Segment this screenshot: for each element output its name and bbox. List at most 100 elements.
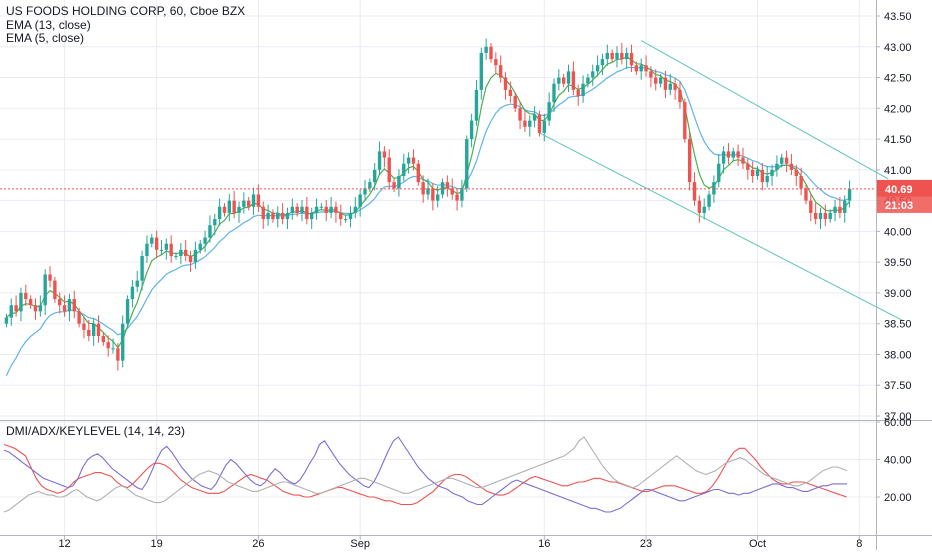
candle-body <box>620 52 624 60</box>
candle-body <box>547 102 551 121</box>
candle-body <box>174 256 178 257</box>
candle-body <box>634 65 639 72</box>
candle-body <box>411 157 416 164</box>
candle-body <box>639 65 643 72</box>
y-tick-label: 41.00 <box>884 165 912 177</box>
candle-body <box>48 274 52 281</box>
candle-body <box>513 96 517 109</box>
candle-body <box>523 120 527 127</box>
candle-body <box>726 151 731 158</box>
candle-body <box>557 77 561 84</box>
last-price-label: 40.69 <box>885 184 913 196</box>
candle-body <box>217 206 222 220</box>
x-tick-label: 26 <box>252 538 264 550</box>
candle-body <box>198 243 202 250</box>
candle-body <box>271 212 275 220</box>
candle-body <box>780 157 784 164</box>
countdown-tag <box>877 196 932 213</box>
candle-body <box>629 52 634 66</box>
candle-body <box>750 169 755 176</box>
candle-body <box>542 120 546 133</box>
y-tick-label: 39.00 <box>884 288 912 300</box>
candle-body <box>96 323 101 336</box>
candle-body <box>193 249 198 263</box>
dmi-series-line <box>3 443 847 506</box>
candle-body <box>4 317 9 324</box>
candle-body <box>159 249 164 251</box>
candle-body <box>237 206 241 213</box>
candle-body <box>368 182 372 189</box>
candle-body <box>280 212 285 220</box>
candle-body <box>789 163 794 170</box>
candle-body <box>518 108 522 121</box>
candle-body <box>474 89 479 121</box>
dmi-y-tick-label: 60.00 <box>884 417 912 429</box>
y-tick-label: 43.50 <box>884 11 912 23</box>
candle-body <box>838 206 842 213</box>
candle-body <box>833 206 837 213</box>
candle-body <box>741 157 745 164</box>
candle-body <box>242 200 246 207</box>
candle-body <box>222 206 227 213</box>
candle-body <box>72 299 76 312</box>
candle-body <box>658 77 663 84</box>
candle-body <box>537 114 542 133</box>
candle-body <box>402 163 406 176</box>
candle-body <box>847 188 852 201</box>
candle-body <box>135 280 139 287</box>
candle-body <box>828 212 832 220</box>
y-tick-label: 37.00 <box>884 411 912 423</box>
candle-body <box>460 188 464 201</box>
candle-body <box>329 206 333 213</box>
candle-body <box>300 206 304 213</box>
ema13-line <box>5 66 850 376</box>
candle-body <box>397 176 401 189</box>
candle-body <box>576 89 580 96</box>
candle-body <box>721 151 726 164</box>
candle-body <box>251 194 256 207</box>
candle-body <box>809 200 813 213</box>
candle-body <box>600 59 605 66</box>
candle-body <box>295 206 299 213</box>
candle-body <box>334 206 338 213</box>
candle-body <box>435 194 440 201</box>
y-tick-label: 43.00 <box>884 42 912 54</box>
candle-body <box>489 46 493 60</box>
candle-body <box>799 176 803 189</box>
candle-body <box>358 194 362 207</box>
candle-body <box>62 305 67 312</box>
candle-body <box>310 212 314 220</box>
candle-body <box>503 77 508 90</box>
candle-body <box>373 169 377 183</box>
y-tick-label: 38.50 <box>884 319 912 331</box>
study-ema5-label: EMA (5, close) <box>6 31 85 45</box>
dmi-y-tick-label: 40.00 <box>884 455 912 467</box>
candle-body <box>431 188 435 201</box>
candle-body <box>494 59 498 66</box>
candle-body <box>14 305 18 312</box>
candle-body <box>823 212 828 220</box>
candle-body <box>140 256 144 281</box>
candle-body <box>484 46 488 53</box>
candle-body <box>498 65 503 78</box>
candle-body <box>188 256 193 263</box>
countdown-label: 21:03 <box>885 200 913 212</box>
candle-body <box>717 163 721 183</box>
candle-body <box>649 71 653 78</box>
candle-body <box>406 157 411 164</box>
x-tick-label: Oct <box>749 538 766 550</box>
candle-body <box>784 157 789 164</box>
candle-body <box>644 65 648 72</box>
y-tick-label: 41.50 <box>884 134 912 146</box>
candle-body <box>387 157 391 183</box>
candle-body <box>736 151 740 158</box>
candle-body <box>687 139 692 183</box>
candle-body <box>125 299 130 324</box>
candle-body <box>24 292 28 300</box>
y-tick-label: 42.50 <box>884 73 912 85</box>
candle-body <box>261 206 265 220</box>
candle-body <box>77 311 81 324</box>
candle-body <box>121 323 125 361</box>
candle-body <box>624 52 629 60</box>
